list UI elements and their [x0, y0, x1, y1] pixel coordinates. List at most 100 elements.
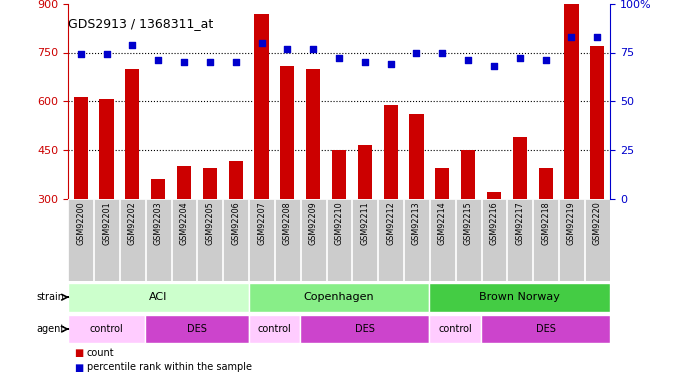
- Text: GSM92209: GSM92209: [308, 201, 318, 245]
- Point: [334, 56, 344, 62]
- Text: percentile rank within the sample: percentile rank within the sample: [87, 363, 252, 372]
- Bar: [456, 199, 481, 281]
- Bar: [301, 199, 325, 281]
- Bar: [507, 199, 532, 281]
- Bar: [249, 199, 274, 281]
- Bar: [280, 66, 294, 199]
- Bar: [228, 161, 243, 199]
- Point: [359, 59, 370, 65]
- Bar: [590, 46, 604, 199]
- Text: GSM92200: GSM92200: [76, 201, 85, 245]
- Bar: [481, 199, 506, 281]
- Bar: [146, 199, 171, 281]
- Text: DES: DES: [355, 324, 375, 334]
- Bar: [300, 315, 429, 344]
- Text: count: count: [87, 348, 115, 358]
- Text: GSM92201: GSM92201: [102, 201, 111, 245]
- Point: [566, 34, 577, 40]
- Text: control: control: [89, 324, 123, 334]
- Text: GSM92206: GSM92206: [231, 201, 240, 245]
- Point: [153, 57, 163, 63]
- Bar: [559, 199, 584, 281]
- Bar: [327, 199, 351, 281]
- Bar: [533, 199, 558, 281]
- Text: GSM92202: GSM92202: [128, 201, 137, 245]
- Bar: [68, 315, 145, 344]
- Bar: [461, 150, 475, 199]
- Bar: [404, 199, 429, 281]
- Bar: [94, 199, 119, 281]
- Text: GSM92218: GSM92218: [541, 201, 550, 245]
- Bar: [585, 199, 610, 281]
- Point: [231, 59, 241, 65]
- Point: [592, 34, 603, 40]
- Bar: [100, 99, 114, 199]
- Text: DES: DES: [187, 324, 207, 334]
- Bar: [513, 137, 527, 199]
- Bar: [429, 283, 610, 312]
- Bar: [203, 168, 217, 199]
- Text: GSM92213: GSM92213: [412, 201, 421, 245]
- Bar: [120, 199, 145, 281]
- Point: [540, 57, 551, 63]
- Text: ACI: ACI: [149, 292, 167, 302]
- Bar: [151, 179, 165, 199]
- Text: control: control: [258, 324, 292, 334]
- Text: GDS2913 / 1368311_at: GDS2913 / 1368311_at: [68, 17, 213, 30]
- Point: [282, 46, 293, 52]
- Point: [489, 63, 500, 69]
- Text: GSM92203: GSM92203: [154, 201, 163, 245]
- Bar: [223, 199, 248, 281]
- Bar: [332, 150, 346, 199]
- Bar: [487, 192, 501, 199]
- Bar: [435, 168, 450, 199]
- Point: [308, 46, 319, 52]
- Bar: [74, 97, 88, 199]
- Text: GSM92216: GSM92216: [490, 201, 498, 245]
- Point: [101, 51, 112, 57]
- Text: GSM92212: GSM92212: [386, 201, 395, 245]
- Bar: [172, 199, 197, 281]
- Bar: [68, 283, 249, 312]
- Point: [411, 50, 422, 55]
- Text: agent: agent: [36, 324, 64, 334]
- Bar: [177, 166, 191, 199]
- Point: [178, 59, 189, 65]
- Bar: [410, 114, 424, 199]
- Bar: [378, 199, 403, 281]
- Text: Copenhagen: Copenhagen: [304, 292, 374, 302]
- Text: GSM92219: GSM92219: [567, 201, 576, 245]
- Text: GSM92207: GSM92207: [257, 201, 266, 245]
- Text: GSM92208: GSM92208: [283, 201, 292, 245]
- Bar: [384, 105, 398, 199]
- Point: [75, 51, 86, 57]
- Text: GSM92211: GSM92211: [360, 201, 370, 245]
- Text: GSM92204: GSM92204: [180, 201, 188, 245]
- Point: [462, 57, 473, 63]
- Bar: [254, 13, 268, 199]
- Text: GSM92214: GSM92214: [438, 201, 447, 245]
- Bar: [481, 315, 610, 344]
- Text: GSM92220: GSM92220: [593, 201, 602, 245]
- Text: strain: strain: [37, 292, 64, 302]
- Bar: [249, 283, 429, 312]
- Bar: [68, 199, 93, 281]
- Point: [437, 50, 447, 55]
- Text: GSM92205: GSM92205: [205, 201, 214, 245]
- Bar: [275, 199, 300, 281]
- Text: Brown Norway: Brown Norway: [479, 292, 560, 302]
- Bar: [538, 168, 553, 199]
- Bar: [125, 69, 140, 199]
- Point: [256, 40, 267, 46]
- Text: ■: ■: [75, 348, 84, 358]
- Point: [385, 61, 396, 67]
- Bar: [358, 145, 372, 199]
- Point: [515, 56, 525, 62]
- Bar: [430, 199, 455, 281]
- Bar: [564, 0, 578, 199]
- Text: GSM92215: GSM92215: [464, 201, 473, 245]
- Point: [205, 59, 216, 65]
- Text: DES: DES: [536, 324, 555, 334]
- Point: [127, 42, 138, 48]
- Bar: [249, 315, 300, 344]
